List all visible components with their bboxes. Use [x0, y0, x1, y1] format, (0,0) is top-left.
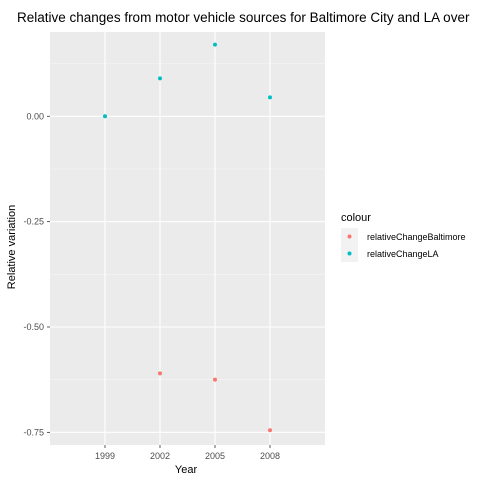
data-point: [103, 114, 107, 119]
x-tick-label: 1999: [95, 451, 115, 461]
legend: colour relativeChangeBaltimore relativeCh…: [341, 212, 466, 262]
chart-title: Relative changes from motor vehicle sour…: [17, 10, 470, 25]
y-tick-label: -0.25: [23, 217, 44, 227]
data-point: [268, 95, 272, 100]
data-point: [158, 371, 162, 376]
y-tick-label: -0.50: [23, 322, 44, 332]
x-tick-label: 2008: [260, 451, 280, 461]
x-axis: 1999 2002 2005 2008: [95, 445, 280, 461]
data-point: [213, 42, 217, 47]
legend-key-point: [347, 234, 352, 239]
major-gridlines: [50, 32, 325, 445]
y-tick-label: 0.00: [26, 111, 44, 121]
plot-panel: [50, 32, 325, 445]
x-tick-label: 2002: [150, 451, 170, 461]
minor-gridlines: [50, 63, 325, 380]
x-axis-label: Year: [175, 464, 198, 476]
data-point: [213, 377, 217, 382]
y-axis: 0.00 -0.25 -0.50 -0.75: [23, 111, 50, 437]
y-axis-label: Relative variation: [6, 205, 18, 289]
data-point: [268, 428, 272, 433]
legend-key-point: [347, 251, 352, 256]
data-point: [158, 76, 162, 81]
legend-label: relativeChangeBaltimore: [367, 232, 466, 242]
legend-title: colour: [341, 212, 371, 224]
y-tick-label: -0.75: [23, 427, 44, 437]
data-points: [103, 42, 272, 433]
legend-label: relativeChangeLA: [367, 249, 439, 259]
x-tick-label: 2005: [205, 451, 225, 461]
